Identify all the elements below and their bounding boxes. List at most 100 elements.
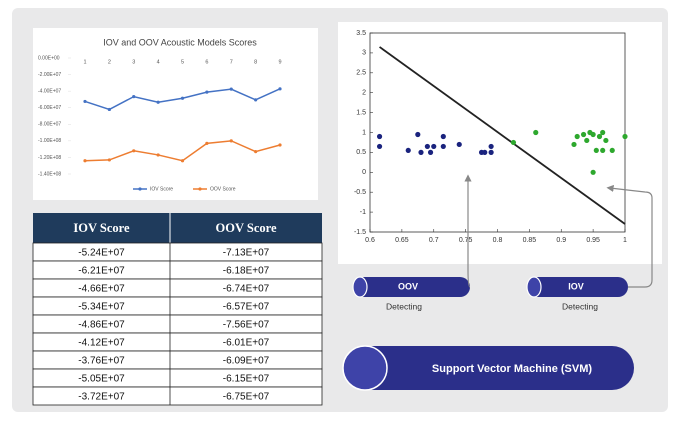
table-header <box>33 213 322 243</box>
point <box>609 147 615 154</box>
point <box>571 141 577 148</box>
line-chart: 0.00E+00 -2.00E+07 -4.00E+07 -6.00E+07 -8.00… <box>38 55 282 192</box>
y-tick-label: 0.5 <box>356 149 366 156</box>
y-tick-label: -1.5 <box>354 229 366 236</box>
y-tick-label: 3 <box>362 50 366 57</box>
point <box>156 153 160 157</box>
legend-label: IOV Score <box>150 186 173 192</box>
table-row <box>32 278 323 298</box>
table-cell: -3.72E+07 <box>78 392 125 403</box>
table-cell: -4.86E+07 <box>78 320 125 331</box>
point <box>376 143 383 150</box>
table-cell: -3.76E+07 <box>78 356 125 367</box>
point <box>376 133 383 140</box>
oov-pill <box>353 277 470 297</box>
arrow <box>464 174 472 288</box>
x-tick-label: 9 <box>278 59 281 65</box>
x-tick-label: 0.9 <box>556 237 566 244</box>
point <box>431 143 437 150</box>
point <box>156 100 160 104</box>
point <box>584 137 590 144</box>
x-tick-label: 0.85 <box>523 237 537 244</box>
x-tick-label: 3 <box>132 59 135 65</box>
point <box>590 131 596 138</box>
point <box>440 143 446 150</box>
iov-label: IOV <box>568 281 584 291</box>
y-tick-label: 0.00E+00 <box>38 55 60 61</box>
y-tick-label: 1 <box>362 129 366 136</box>
table-cell: -6.01E+07 <box>223 338 270 349</box>
y-tick-label: -1 <box>360 209 366 216</box>
point <box>488 149 494 155</box>
header-cell: OOV Score <box>216 221 277 235</box>
point <box>229 139 233 143</box>
arrow <box>606 184 653 288</box>
svm-label: Support Vector Machine (SVM) <box>432 363 592 375</box>
legend-label: OOV Score <box>210 186 236 192</box>
x-tick-label: 0.65 <box>395 237 409 244</box>
point <box>440 133 446 140</box>
x-tick-label: 0.7 <box>429 237 439 244</box>
point <box>132 95 136 99</box>
point <box>456 141 462 148</box>
pill-cap <box>352 276 368 298</box>
point <box>180 96 185 100</box>
point <box>593 147 599 154</box>
line-chart-area <box>33 28 318 200</box>
point <box>533 129 539 136</box>
table-cell: -6.21E+07 <box>78 266 125 277</box>
point <box>574 133 580 140</box>
point <box>83 99 87 104</box>
chart-title: IOV and OOV Acoustic Models Scores <box>103 37 257 47</box>
oov-label: OOV <box>398 281 418 291</box>
y-tick-label: -1.20E+08 <box>38 155 61 161</box>
point <box>596 133 603 140</box>
point <box>427 149 434 155</box>
table-row <box>32 332 323 352</box>
table-cell: -5.34E+07 <box>78 302 125 313</box>
point <box>254 98 258 102</box>
x-tick-label: 1 <box>623 237 627 244</box>
y-tick-label: 0 <box>362 169 366 176</box>
y-tick-label: 2.5 <box>356 70 366 77</box>
x-tick-label: 5 <box>181 59 184 65</box>
table-cell: -5.24E+07 <box>78 248 125 259</box>
point <box>580 131 587 138</box>
y-tick-label: 1.5 <box>356 109 366 116</box>
table: IOV Score OOV Score -5.24E+07 -7.13E+07 -6.2… <box>32 213 323 406</box>
y-tick-label: 3.5 <box>356 30 366 37</box>
iov-pill <box>527 277 628 297</box>
y-tick-label: -0.5 <box>354 189 366 196</box>
x-tick-label: 6 <box>205 59 208 65</box>
point <box>603 137 609 144</box>
table-cell: -7.56E+07 <box>223 320 270 331</box>
table-row <box>32 296 323 316</box>
table-cell: -4.12E+07 <box>78 338 125 349</box>
y-tick-label: -4.00E+07 <box>38 88 61 94</box>
point <box>600 129 606 136</box>
iov-caption: Detecting <box>562 301 598 311</box>
x-tick-label: 0.95 <box>586 237 600 244</box>
point <box>622 133 628 140</box>
x-tick-label: 4 <box>157 59 160 65</box>
table-cell: -6.15E+07 <box>223 374 270 385</box>
table-cell: -6.57E+07 <box>223 302 270 313</box>
oov-caption: Detecting <box>386 301 422 311</box>
svm-pill <box>343 346 634 390</box>
scatter-area <box>338 22 662 264</box>
x-tick-label: 8 <box>254 59 257 65</box>
x-tick-label: 2 <box>108 59 111 65</box>
point <box>510 139 517 146</box>
point <box>132 149 136 153</box>
point <box>278 87 282 91</box>
point <box>83 159 87 163</box>
legend-swatch <box>138 187 142 191</box>
header-cell: IOV Score <box>73 221 130 235</box>
legend-swatch <box>198 187 202 191</box>
point <box>278 143 282 147</box>
table-cell: -6.18E+07 <box>223 266 270 277</box>
y-tick-label: 2 <box>362 90 366 97</box>
table-row <box>32 260 323 280</box>
y-tick-label: -2.00E+07 <box>38 72 61 78</box>
